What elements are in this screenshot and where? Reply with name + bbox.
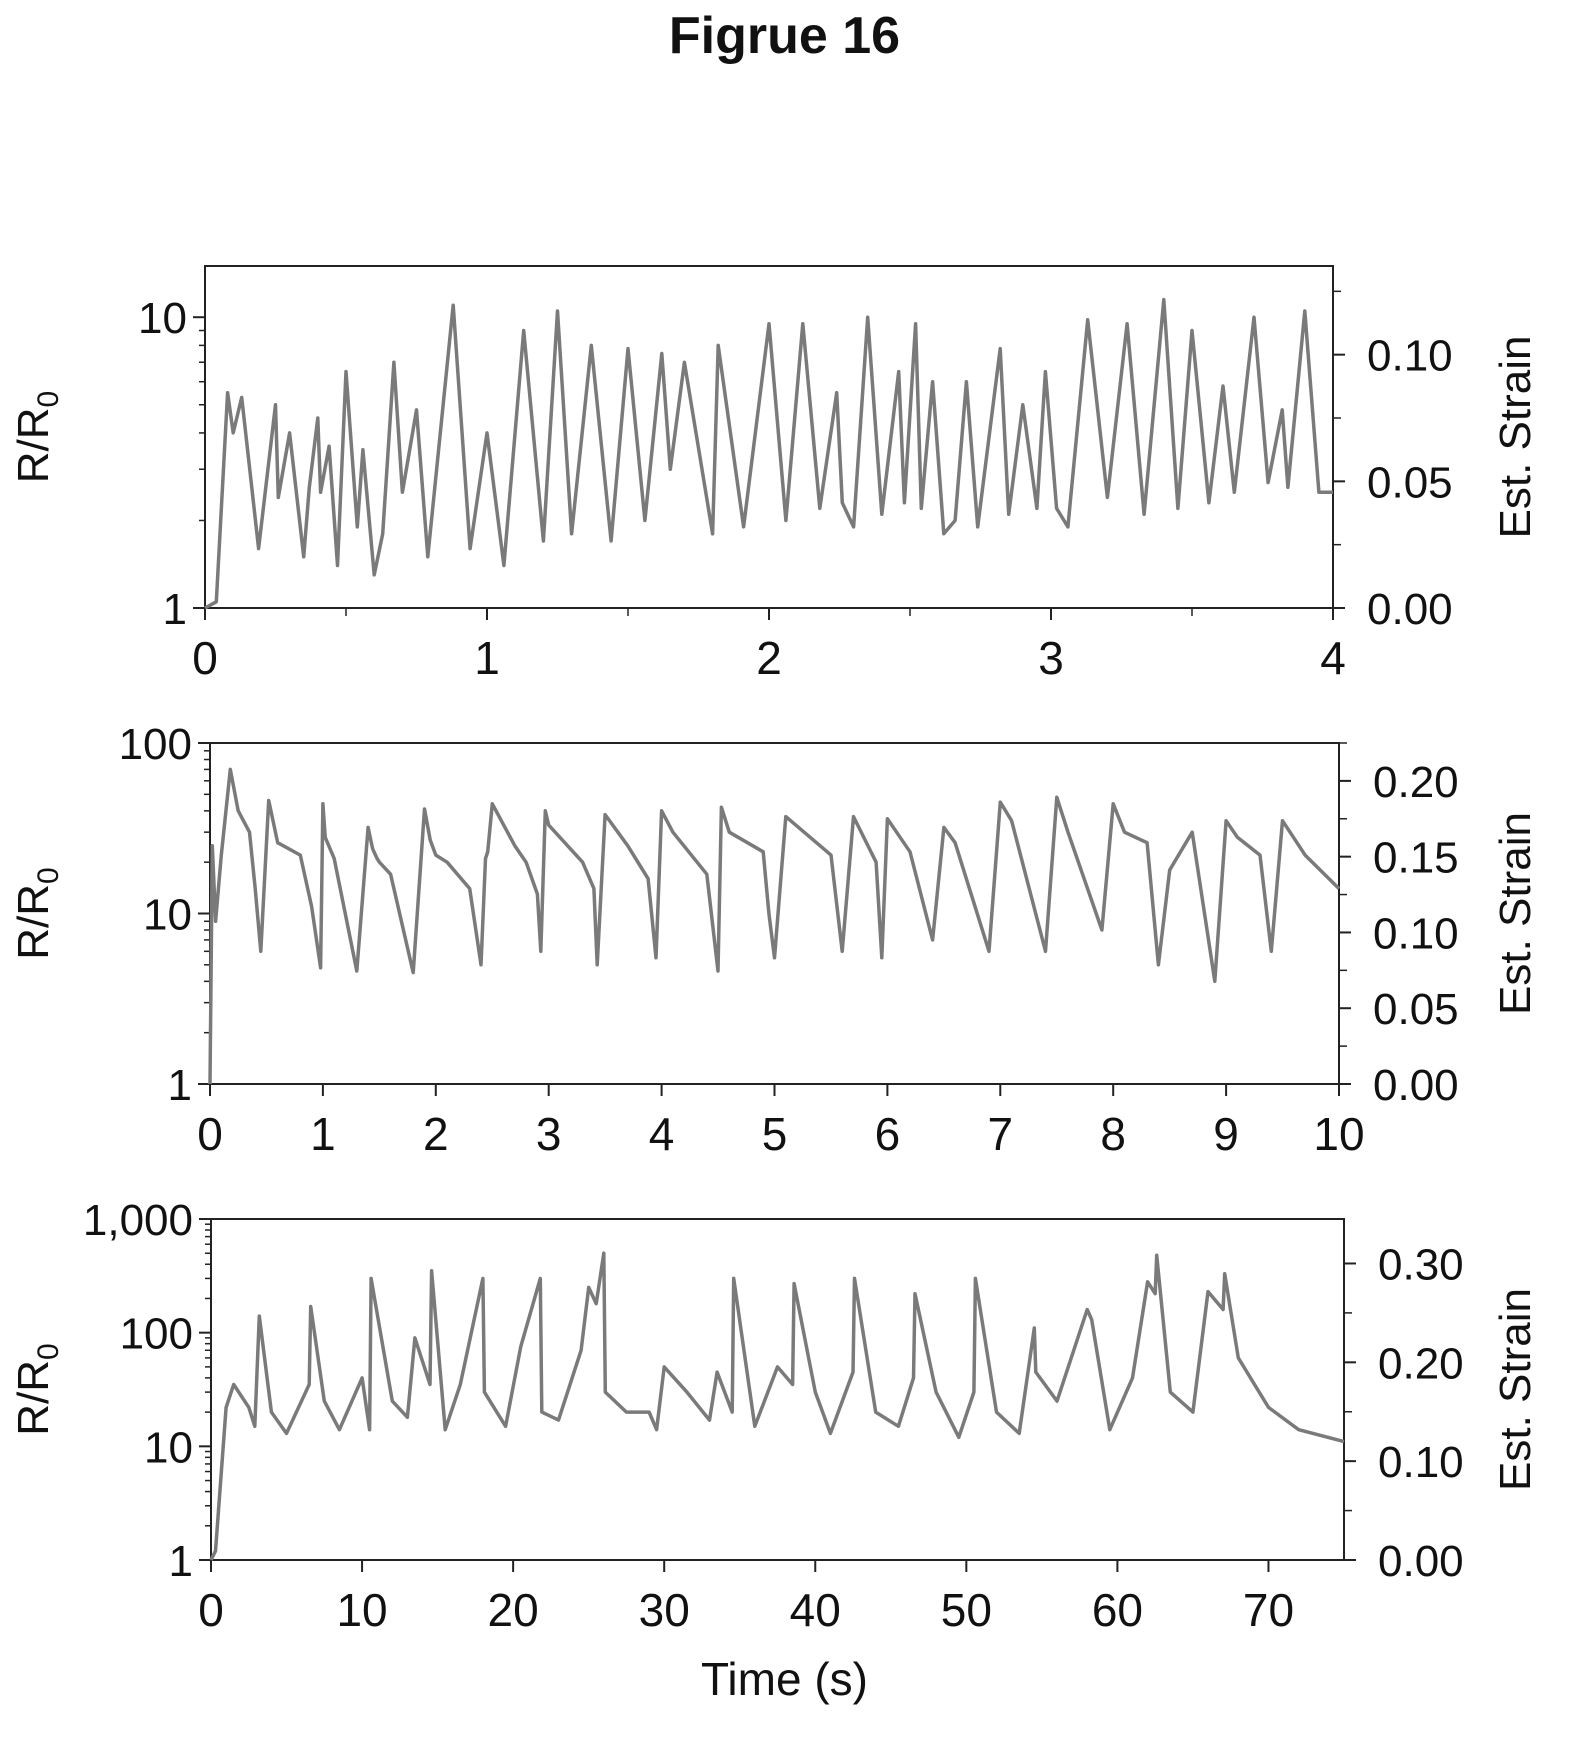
figure-title: Figrue 16	[668, 7, 901, 65]
y-tick-label: 1	[168, 1061, 192, 1110]
x-tick-label: 10	[336, 1584, 387, 1636]
y-axis-label: R/R0	[9, 1343, 65, 1435]
x-tick-label: 1	[310, 1108, 336, 1160]
y2-tick-label: 0.20	[1373, 758, 1459, 807]
y-tick-label: 10	[143, 891, 192, 940]
y2-tick-label: 0.20	[1378, 1339, 1464, 1388]
plot-frame-2	[209, 742, 1340, 1085]
x-tick-label: 70	[1243, 1584, 1294, 1636]
y2-tick-label: 0.10	[1367, 332, 1453, 381]
y-axis-label: R/R0	[9, 867, 65, 959]
y-axis-label: R/R0	[9, 391, 65, 483]
x-tick-label: 2	[756, 632, 782, 684]
x-tick-label: 3	[536, 1108, 562, 1160]
series-line-2	[208, 767, 1341, 1085]
x-axis-title: Time (s)	[701, 1653, 868, 1705]
x-tick-label: 50	[941, 1584, 992, 1636]
y2-axis-label: Est. Strain	[1491, 336, 1540, 539]
plot-frame-3	[210, 1218, 1345, 1561]
y2-tick-label: 0.00	[1373, 1061, 1459, 1110]
y-tick-label: 10	[138, 294, 187, 343]
x-tick-label: 60	[1092, 1584, 1143, 1636]
series-line-1	[204, 297, 1333, 610]
x-tick-label: 9	[1213, 1108, 1239, 1160]
y-tick-label: 1,000	[83, 1196, 193, 1245]
x-tick-label: 2	[423, 1108, 449, 1160]
x-tick-label: 3	[1038, 632, 1064, 684]
y2-tick-label: 0.00	[1367, 585, 1453, 634]
y-tick-label: 100	[119, 720, 192, 769]
y2-tick-label: 0.00	[1378, 1537, 1464, 1586]
x-tick-label: 4	[1320, 632, 1346, 684]
x-tick-label: 7	[988, 1108, 1014, 1160]
y2-tick-label: 0.10	[1373, 909, 1459, 958]
y2-tick-label: 0.05	[1367, 458, 1453, 507]
x-tick-label: 10	[1313, 1108, 1364, 1160]
y-tick-label: 100	[120, 1310, 193, 1359]
x-tick-label: 1	[474, 632, 500, 684]
x-tick-label: 30	[639, 1584, 690, 1636]
x-tick-label: 5	[762, 1108, 788, 1160]
x-tick-label: 0	[197, 1108, 223, 1160]
x-tick-label: 6	[875, 1108, 901, 1160]
x-tick-label: 20	[488, 1584, 539, 1636]
y-tick-label: 1	[169, 1537, 193, 1586]
y2-tick-label: 0.05	[1373, 985, 1459, 1034]
y2-tick-label: 0.10	[1378, 1438, 1464, 1487]
series-line-3	[209, 1251, 1345, 1561]
y2-tick-label: 0.30	[1378, 1240, 1464, 1289]
x-tick-label: 40	[790, 1584, 841, 1636]
y2-axis-label: Est. Strain	[1491, 1288, 1540, 1491]
x-tick-label: 8	[1100, 1108, 1126, 1160]
y-tick-label: 1	[163, 585, 187, 634]
x-tick-label: 0	[198, 1584, 224, 1636]
y2-axis-label: Est. Strain	[1491, 812, 1540, 1015]
x-tick-label: 4	[649, 1108, 675, 1160]
x-tick-label: 0	[192, 632, 218, 684]
y-tick-label: 10	[144, 1423, 193, 1472]
y2-tick-label: 0.15	[1373, 834, 1459, 883]
chart-panel-3: 1 10 100 1,000 0.00 0.10 0.20 0.30 0 10 20 30 40 50 60…	[9, 1196, 1540, 1636]
